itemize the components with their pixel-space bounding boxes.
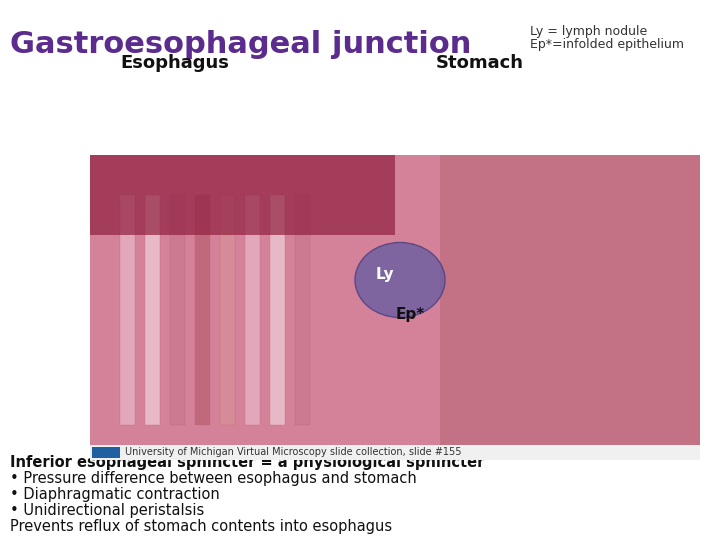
Text: University of Michigan Virtual Microscopy slide collection, slide #155: University of Michigan Virtual Microscop… — [125, 447, 462, 457]
Bar — [90, 155, 700, 445]
Bar — [90, 155, 395, 235]
Ellipse shape — [355, 242, 445, 318]
Bar — [295, 195, 310, 425]
Text: Prevents reflux of stomach contents into esophagus: Prevents reflux of stomach contents into… — [10, 519, 392, 534]
Bar — [120, 195, 135, 425]
Bar — [195, 195, 210, 425]
Bar — [145, 195, 160, 425]
Bar — [92, 447, 120, 458]
Text: Ep*=infolded epithelium: Ep*=infolded epithelium — [530, 38, 684, 51]
Bar — [170, 195, 185, 425]
Text: Stomach: Stomach — [436, 54, 524, 72]
Text: Ep*: Ep* — [395, 307, 425, 322]
Bar — [220, 195, 235, 425]
Text: Ly = lymph nodule: Ly = lymph nodule — [530, 25, 647, 38]
Bar — [90, 445, 700, 460]
Text: Inferior esophageal sphincter = a physiological sphincter: Inferior esophageal sphincter = a physio… — [10, 455, 485, 470]
Text: Esophagus: Esophagus — [120, 54, 230, 72]
Text: Gastroesophageal junction: Gastroesophageal junction — [10, 30, 472, 59]
Bar — [440, 155, 700, 445]
Text: • Pressure difference between esophagus and stomach: • Pressure difference between esophagus … — [10, 471, 417, 486]
Bar — [270, 195, 285, 425]
Text: • Unidirectional peristalsis: • Unidirectional peristalsis — [10, 503, 204, 518]
Bar — [245, 195, 260, 425]
Text: Ly: Ly — [376, 267, 395, 282]
Text: • Diaphragmatic contraction: • Diaphragmatic contraction — [10, 487, 220, 502]
